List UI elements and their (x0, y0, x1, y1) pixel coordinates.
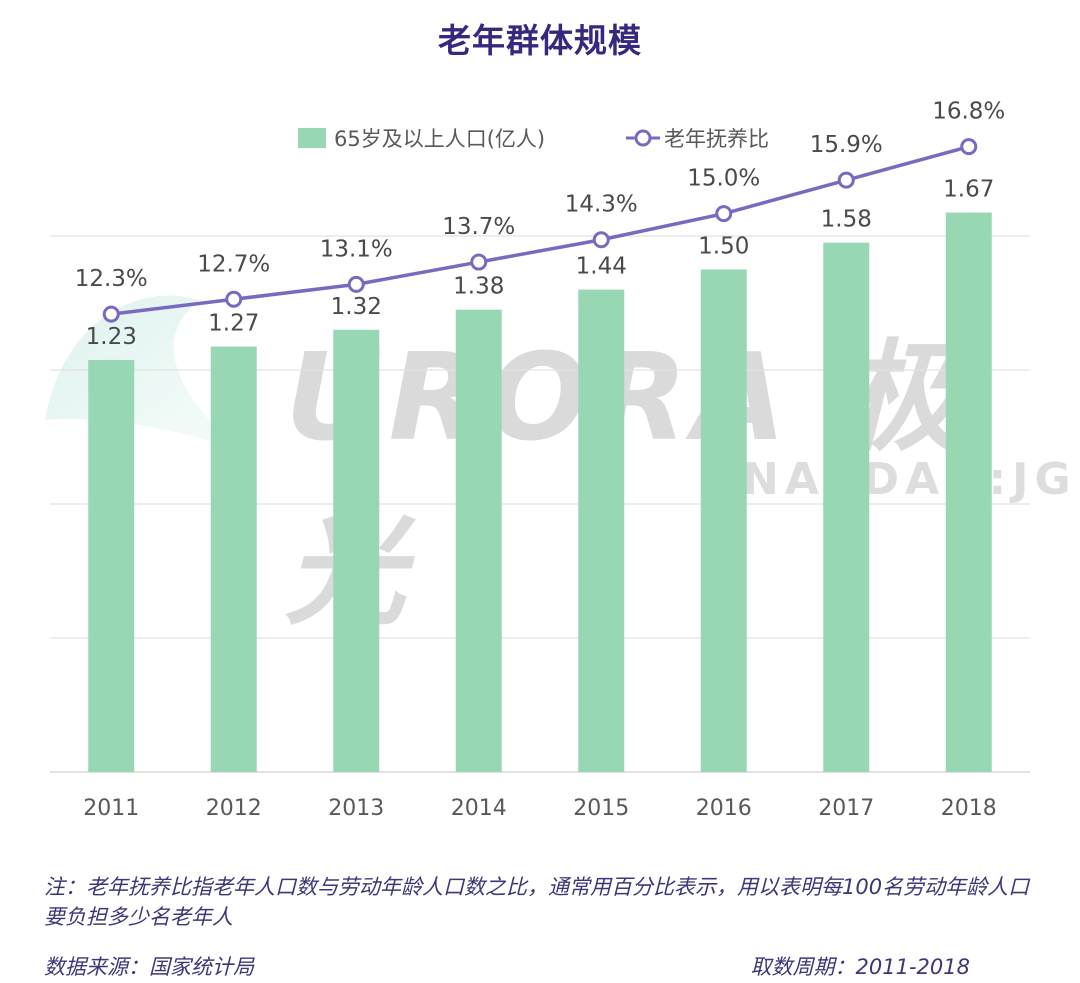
watermark-ticker: NASDAQ:JG (742, 454, 1077, 505)
bar-value-label: 1.44 (576, 254, 627, 280)
chart-title: 老年群体规模 (438, 21, 642, 60)
legend-line-marker (634, 129, 652, 147)
bar-value-label: 1.58 (821, 207, 872, 233)
data-source: 数据来源：国家统计局 (44, 955, 254, 979)
line-point (960, 138, 978, 156)
bar (578, 289, 625, 772)
bar-value-label: 1.38 (453, 274, 504, 300)
line-point (225, 290, 243, 308)
line-point (102, 305, 120, 323)
bar (333, 329, 380, 772)
bar-value-label: 1.27 (208, 311, 259, 337)
x-tick-label: 2013 (328, 796, 384, 821)
line-point (837, 171, 855, 189)
x-tick-label: 2011 (83, 796, 139, 821)
line-value-label: 12.7% (197, 251, 270, 277)
line-value-label: 15.0% (687, 166, 760, 192)
x-axis: 2011 2012 2013 2014 2015 2016 2017 2018 (83, 796, 997, 821)
data-period: 取数周期：2011-2018 (750, 955, 970, 979)
x-tick-label: 2014 (451, 796, 507, 821)
bar (88, 359, 135, 772)
x-tick-label: 2016 (696, 796, 752, 821)
line-point (470, 253, 488, 271)
line-value-label: 13.1% (320, 236, 393, 262)
bar-value-label: 1.23 (86, 324, 137, 350)
footnote: 注：老年抚养比指老年人口数与劳动年龄人口数之比，通常用百分比表示，用以表明每10… (44, 875, 1030, 929)
line-point (592, 231, 610, 249)
chart-canvas: 65岁及以上人口(亿人) 老年抚养比 1.231.271.321.381.441… (45, 99, 1030, 821)
bar-value-label: 1.32 (331, 294, 382, 320)
bar-value-label: 1.67 (943, 177, 994, 203)
legend-line-label: 老年抚养比 (664, 127, 769, 151)
bar-series: 1.23 1.27 1.32 1.38 1.44 1.50 1.58 1.67 (86, 177, 994, 773)
line-point (347, 275, 365, 293)
line-value-label: 15.9% (810, 132, 883, 158)
line-value-label: 13.7% (442, 214, 515, 240)
x-tick-label: 2012 (206, 796, 262, 821)
bar (455, 309, 502, 772)
x-tick-label: 2017 (818, 796, 874, 821)
line-point (715, 205, 733, 223)
legend: 65岁及以上人口(亿人) 老年抚养比 (298, 127, 769, 151)
bar-value-label: 1.50 (698, 234, 749, 260)
line-value-label: 16.8% (932, 99, 1005, 125)
bar (210, 346, 257, 772)
line-value-label: 14.3% (565, 192, 638, 218)
legend-bar-label: 65岁及以上人口(亿人) (334, 127, 545, 151)
bar (945, 212, 992, 773)
x-tick-label: 2015 (573, 796, 629, 821)
bar (823, 242, 870, 772)
line-value-label: 12.3% (75, 266, 148, 292)
legend-bar-swatch (298, 128, 326, 148)
bar (700, 269, 747, 772)
line-path (111, 144, 970, 316)
line-series: 12.3% 12.7% 13.1% 13.7% 14.3% 15.0% 15.9% 16.8% (75, 99, 1005, 323)
gridlines (50, 235, 1030, 773)
x-tick-label: 2018 (941, 796, 997, 821)
